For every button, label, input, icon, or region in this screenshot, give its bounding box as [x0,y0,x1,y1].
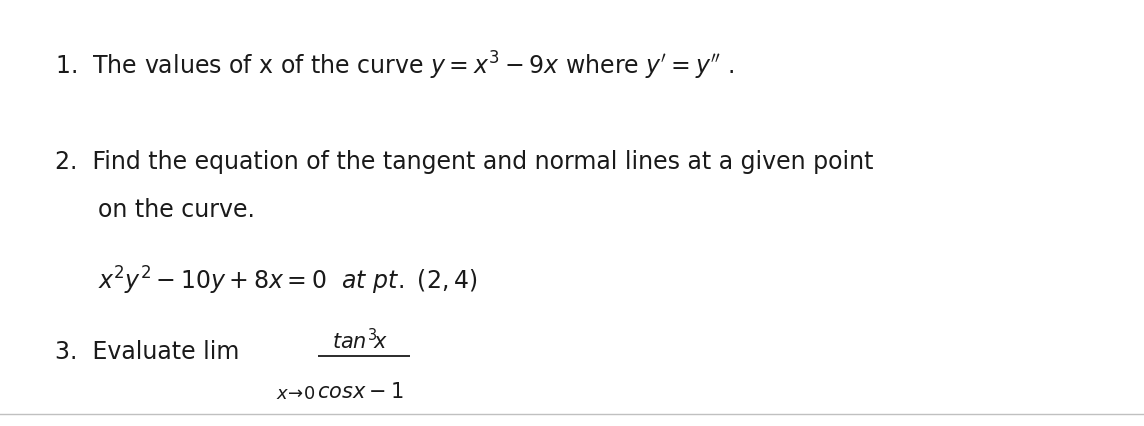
Text: on the curve.: on the curve. [98,198,255,222]
Text: $x\!\to\!0$: $x\!\to\!0$ [276,384,316,402]
Text: $\mathit{cos}\mathit{x}-1$: $\mathit{cos}\mathit{x}-1$ [317,381,403,401]
Text: 1.  The values of x of the curve $y = x^3 - 9x$ where $y' = y''$ .: 1. The values of x of the curve $y = x^3… [55,50,734,82]
Text: 3.  Evaluate lim: 3. Evaluate lim [55,339,239,363]
Text: $\mathit{tan}^3\!\mathit{x}$: $\mathit{tan}^3\!\mathit{x}$ [332,327,388,352]
Text: 2.  Find the equation of the tangent and normal lines at a given point: 2. Find the equation of the tangent and … [55,150,874,173]
Text: $x^2y^2 - 10y + 8x = 0$  $\it{at\ pt.\ (2,4)}$: $x^2y^2 - 10y + 8x = 0$ $\it{at\ pt.\ (2… [98,265,477,296]
